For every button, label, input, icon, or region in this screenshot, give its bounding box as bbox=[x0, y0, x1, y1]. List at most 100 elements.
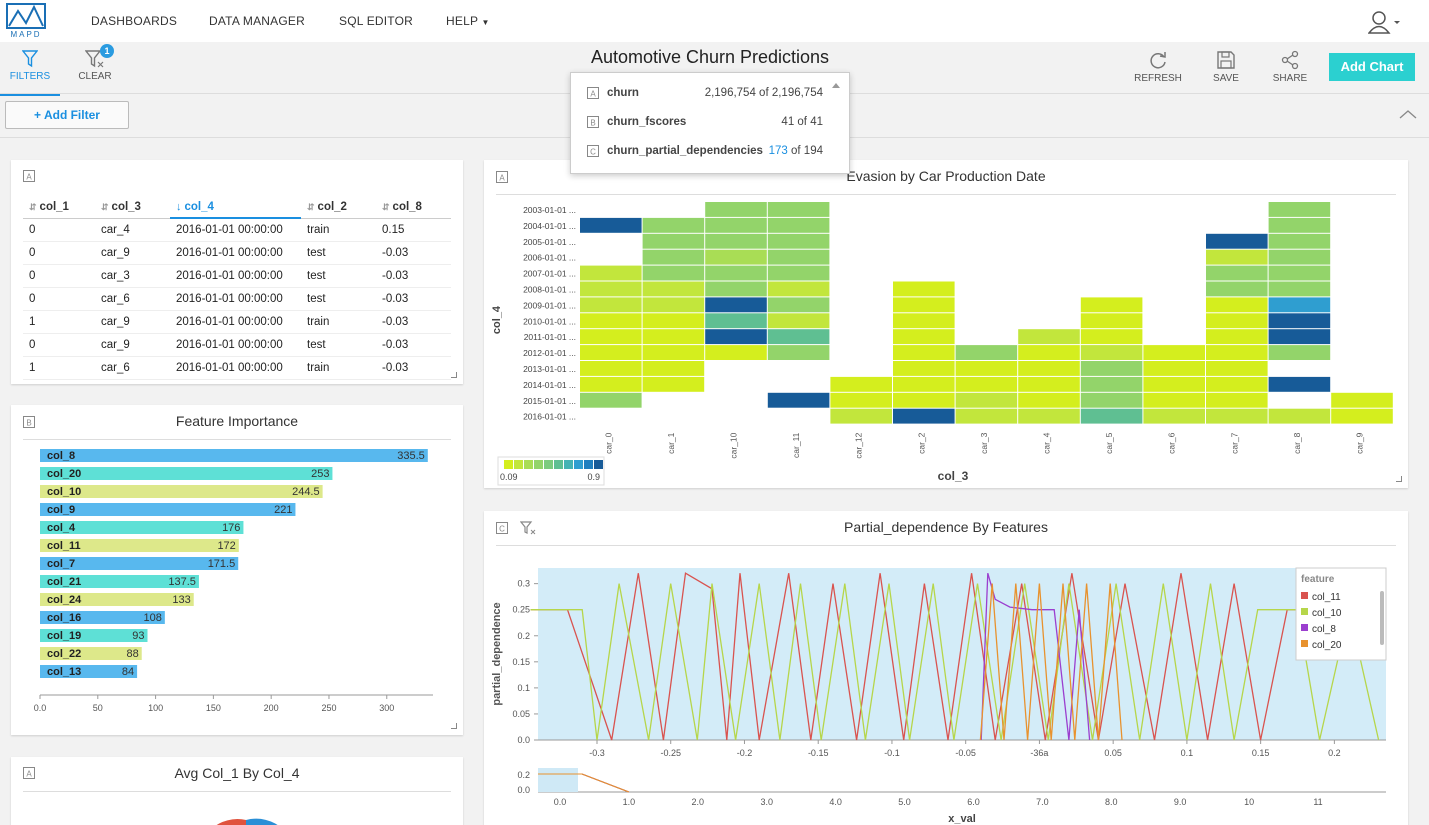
column-header[interactable]: ⇵ col_3 bbox=[95, 196, 170, 219]
divider bbox=[23, 439, 451, 440]
bar bbox=[40, 593, 194, 606]
x-tick-label: car_0 bbox=[603, 432, 613, 454]
y-tick-label: 2008-01-01 ... bbox=[523, 285, 576, 295]
heatmap-cell bbox=[580, 376, 642, 392]
column-header[interactable]: ⇵ col_2 bbox=[301, 196, 376, 219]
bar-category-label: col_8 bbox=[47, 450, 75, 462]
table-cell: test bbox=[301, 333, 376, 357]
sort-icon: ⇵ bbox=[101, 201, 109, 212]
heatmap-cell bbox=[1143, 345, 1205, 360]
heatmap-cell bbox=[830, 408, 892, 424]
refresh-label: REFRESH bbox=[1134, 73, 1182, 84]
x-tick-label: 200 bbox=[264, 703, 279, 713]
y-tick-label: 2010-01-01 ... bbox=[523, 316, 576, 326]
table-cell: -0.03 bbox=[376, 264, 451, 288]
heatmap-cell bbox=[580, 345, 642, 360]
heatmap-cell bbox=[893, 281, 955, 297]
heatmap-cell bbox=[580, 361, 642, 376]
user-menu-icon[interactable] bbox=[1368, 10, 1402, 34]
feature-importance-chart[interactable]: col_8 335.5 col_20 253 col_10 244.5 col_9 221 co… bbox=[11, 445, 463, 735]
save-button[interactable]: SAVE bbox=[1196, 50, 1256, 94]
caret-up-icon[interactable] bbox=[831, 81, 841, 89]
dashboard-title[interactable]: Automotive Churn Predictions bbox=[590, 47, 830, 67]
table-cell: car_6 bbox=[95, 287, 170, 311]
table-row[interactable]: 0 car_6 2016-01-01 00:00:00 test -0.03 bbox=[23, 287, 451, 311]
column-header-sorted[interactable]: ↓ col_4 bbox=[170, 196, 301, 219]
x-axis-label: x_val bbox=[948, 813, 976, 825]
chart-title: Partial_dependence By Features bbox=[844, 519, 1048, 535]
table-row[interactable]: 0 car_4 2016-01-01 00:00:00 train 0.15 bbox=[23, 218, 451, 242]
add-chart-button[interactable]: Add Chart bbox=[1329, 53, 1415, 81]
bar-value-label: 137.5 bbox=[168, 576, 196, 588]
heatmap-cell bbox=[1268, 376, 1331, 392]
range-x-tick-label: 3.0 bbox=[760, 797, 773, 807]
bar-category-label: col_7 bbox=[47, 558, 75, 570]
bar-value-label: 253 bbox=[311, 468, 329, 480]
filters-button[interactable]: FILTERS bbox=[0, 50, 60, 96]
column-header[interactable]: ⇵ col_8 bbox=[376, 196, 451, 219]
range-x-tick-label: 2.0 bbox=[692, 797, 705, 807]
legend-item: col_10 bbox=[1312, 608, 1342, 619]
resize-handle[interactable] bbox=[1396, 476, 1402, 482]
bar-category-label: col_22 bbox=[47, 648, 81, 660]
table-row[interactable]: 0 car_9 2016-01-01 00:00:00 test -0.03 bbox=[23, 241, 451, 265]
resize-handle[interactable] bbox=[451, 723, 457, 729]
table-cell: 0 bbox=[23, 333, 95, 357]
bar bbox=[40, 539, 239, 552]
table-cell: test bbox=[301, 287, 376, 311]
pie-chart[interactable] bbox=[201, 817, 291, 825]
heatmap-cell bbox=[705, 297, 767, 313]
nav-data-manager[interactable]: DATA MANAGER bbox=[209, 14, 305, 28]
share-icon bbox=[1281, 50, 1299, 70]
bar-category-label: col_24 bbox=[47, 594, 82, 606]
mapd-logo[interactable]: MAPD bbox=[6, 3, 46, 39]
refresh-button[interactable]: REFRESH bbox=[1128, 50, 1188, 94]
line-chart[interactable]: 0.0 0.05 0.1 0.15 0.2 0.25 0.3 -0.3 -0.25 -0.2 -0.… bbox=[484, 511, 1408, 825]
datasource-popup: A churn 2,196,754 of 2,196,754 B churn_f… bbox=[570, 72, 850, 174]
bar-category-label: col_10 bbox=[47, 486, 81, 498]
table-row[interactable]: 1 car_6 2016-01-01 00:00:00 train -0.03 bbox=[23, 356, 451, 380]
table-row[interactable]: 0 car_3 2016-01-01 00:00:00 test -0.03 bbox=[23, 264, 451, 288]
table-cell: 2016-01-01 00:00:00 bbox=[170, 356, 301, 380]
column-header[interactable]: ⇵ col_1 bbox=[23, 196, 95, 219]
legend-box bbox=[1295, 567, 1387, 661]
datasource-name: churn bbox=[607, 87, 639, 99]
caret-down-icon: ▼ bbox=[481, 18, 490, 27]
bar-category-label: col_9 bbox=[47, 504, 75, 516]
x-tick-label: car_4 bbox=[1042, 432, 1052, 454]
y-tick-label: 2007-01-01 ... bbox=[523, 269, 576, 279]
heatmap-cell bbox=[1268, 249, 1331, 265]
y-tick-label: 2012-01-01 ... bbox=[523, 348, 576, 358]
range-x-tick-label: 11 bbox=[1313, 797, 1322, 807]
add-filter-button[interactable]: + Add Filter bbox=[5, 101, 129, 129]
heatmap-cell bbox=[1268, 217, 1331, 233]
divider bbox=[496, 194, 1396, 195]
legend-item: col_20 bbox=[1312, 640, 1342, 651]
filter-clear-icon[interactable] bbox=[520, 521, 536, 535]
legend-swatch bbox=[594, 460, 603, 469]
resize-handle[interactable] bbox=[451, 372, 457, 378]
chevron-up-icon[interactable] bbox=[1398, 108, 1418, 120]
share-button[interactable]: SHARE bbox=[1260, 50, 1320, 94]
heatmap-cell bbox=[893, 297, 955, 313]
heatmap-cell bbox=[1143, 392, 1205, 408]
heatmap-panel: A Evasion by Car Production Date 2003-01… bbox=[484, 160, 1408, 488]
nav-sql-editor[interactable]: SQL EDITOR bbox=[339, 14, 414, 28]
x-tick-label: 300 bbox=[379, 703, 394, 713]
y-tick-label: 0.25 bbox=[512, 605, 530, 615]
datasource-name: churn_partial_dependencies bbox=[607, 145, 763, 157]
bar-category-label: col_11 bbox=[47, 540, 81, 552]
data-table: ⇵ col_1 ⇵ col_3 ↓ col_4 ⇵ col_2 ⇵ col_8 0 car_… bbox=[23, 196, 451, 380]
table-cell: 1 bbox=[23, 356, 95, 380]
clear-filters-button[interactable]: CLEAR bbox=[65, 50, 125, 94]
range-x-tick-label: 1.0 bbox=[623, 797, 636, 807]
table-cell: 0.15 bbox=[376, 218, 451, 242]
nav-help[interactable]: HELP ▼ bbox=[446, 14, 490, 28]
heatmap-cell bbox=[767, 345, 830, 360]
nav-dashboards[interactable]: DASHBOARDS bbox=[91, 14, 178, 28]
heatmap-chart[interactable]: 2003-01-01 ... 2004-01-01 ... 2005-01-01 .… bbox=[484, 160, 1408, 488]
range-x-tick-label: 4.0 bbox=[829, 797, 842, 807]
table-chart-panel: A ⇵ col_1 ⇵ col_3 ↓ col_4 ⇵ col_2 ⇵ col_8 0 ca… bbox=[11, 160, 463, 384]
table-row[interactable]: 1 car_9 2016-01-01 00:00:00 train -0.03 bbox=[23, 310, 451, 334]
table-row[interactable]: 0 car_9 2016-01-01 00:00:00 test -0.03 bbox=[23, 333, 451, 357]
